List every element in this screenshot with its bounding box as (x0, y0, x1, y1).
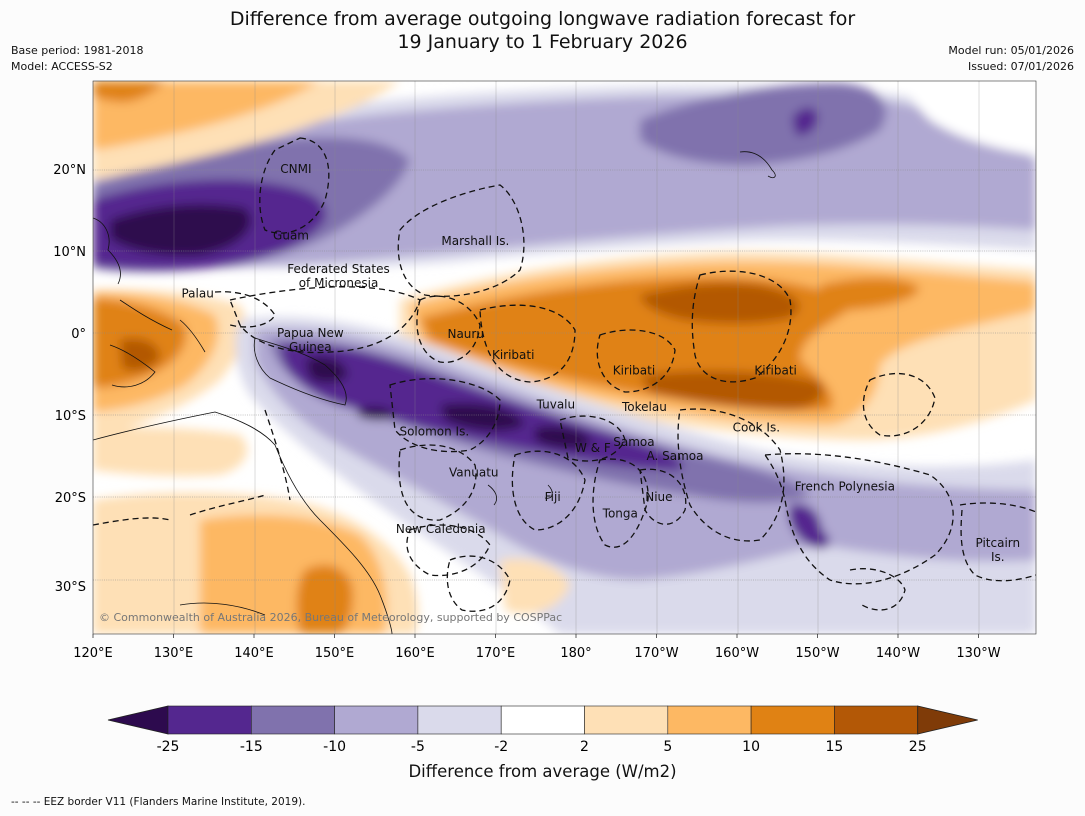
eez-borders (93, 137, 1036, 612)
region-label: CNMI (280, 162, 311, 176)
region-label: Guam (273, 228, 309, 242)
colorbar-tick-label: 10 (742, 739, 760, 755)
region-label: Papua New (277, 326, 344, 340)
region-label: Tonga (602, 506, 638, 520)
graticule (93, 169, 1036, 581)
lon-tick-label: 160°W (715, 646, 759, 661)
model-run: Model run: 05/01/2026 (948, 44, 1074, 57)
colorbar-swatch (750, 705, 835, 735)
base-period: Base period: 1981-2018 (11, 44, 144, 57)
region-label: Tokelau (621, 400, 667, 414)
region-label: Nauru (447, 327, 483, 341)
lon-tick-label: 150°W (795, 646, 839, 661)
region-label: Kiribati (492, 348, 534, 362)
region-label: Fiji (545, 490, 561, 504)
lon-tick-label: 150°E (315, 646, 355, 661)
colorbar-swatch (417, 705, 502, 735)
latitude-axis: 20°N 10°N 0° 10°S 20°S 30°S (53, 163, 86, 595)
region-label: Samoa (613, 435, 654, 449)
colorbar-tick-label: 2 (580, 739, 589, 755)
colorbar-tick-label: 25 (909, 739, 927, 755)
lon-tick-label: 160°E (395, 646, 435, 661)
region-label: Federated States (287, 262, 389, 276)
longitude-axis: 120°E 130°E 140°E 150°E 160°E 170°E 180° 170°W 1… (73, 634, 1001, 661)
colorbar-swatch (167, 705, 252, 735)
region-label: Palau (181, 287, 213, 301)
colorbar-swatch (334, 705, 419, 735)
region-label: Marshall Is. (441, 234, 509, 248)
colorbar-swatch (584, 705, 669, 735)
colorbar-under-arrow (107, 705, 169, 735)
region-label: Kiribati (613, 364, 655, 378)
region-label: of Micronesia (299, 276, 379, 290)
colorbar-over-arrow (917, 705, 978, 735)
issued-date: Issued: 07/01/2026 (967, 60, 1074, 73)
colorbar-tick-label: -10 (323, 739, 346, 755)
colorbar: -25 -15 -10 -5 -2 2 5 10 15 25 (107, 705, 978, 755)
model-name: Model: ACCESS-S2 (11, 60, 113, 73)
lon-tick-label: 180° (560, 646, 591, 661)
colorbar-swatch (834, 705, 919, 735)
region-label: Tuvalu (536, 397, 576, 411)
lon-tick-label: 170°W (634, 646, 678, 661)
lon-tick-label: 120°E (73, 646, 113, 661)
lat-tick-label: 20°N (53, 163, 86, 178)
lat-tick-label: 30°S (55, 580, 86, 595)
lat-tick-label: 0° (71, 327, 86, 342)
region-label: W & F (575, 441, 611, 455)
region-label: Kiribati (754, 364, 796, 378)
colorbar-tick-label: -2 (494, 739, 508, 755)
lon-tick-label: 130°E (154, 646, 194, 661)
coastlines (93, 151, 776, 634)
region-label: Niue (645, 490, 672, 504)
region-label: Solomon Is. (399, 424, 469, 438)
eez-note: -- -- -- EEZ border V11 (Flanders Marine… (11, 796, 306, 808)
lat-tick-label: 10°S (55, 409, 86, 424)
title-line-2: 19 January to 1 February 2026 (397, 31, 688, 53)
region-label: Pitcairn (976, 536, 1021, 550)
region-label: Vanuatu (449, 465, 499, 479)
anomaly-field (93, 81, 1036, 634)
colorbar-label: Difference from average (W/m2) (408, 762, 677, 781)
region-label: New Caledonia (396, 522, 486, 536)
title-line-1: Difference from average outgoing longwav… (229, 8, 856, 30)
lon-tick-label: 130°W (956, 646, 1000, 661)
lat-tick-label: 10°N (53, 245, 86, 260)
meridians (173, 81, 980, 634)
colorbar-swatch (251, 705, 335, 735)
region-label: French Polynesia (795, 479, 895, 493)
colorbar-swatch (667, 705, 752, 735)
region-label: Is. (991, 550, 1005, 564)
copyright-notice: © Commonwealth of Australia 2026, Bureau… (99, 611, 562, 624)
region-label: A. Samoa (647, 449, 704, 463)
lon-tick-label: 170°E (476, 646, 516, 661)
lon-tick-label: 140°E (234, 646, 274, 661)
lon-tick-label: 140°W (876, 646, 920, 661)
colorbar-tick-label: -25 (157, 739, 180, 755)
colorbar-tick-label: -15 (240, 739, 263, 755)
colorbar-tick-label: 5 (663, 739, 672, 755)
colorbar-tick-label: 15 (825, 739, 843, 755)
colorbar-tick-label: -5 (411, 739, 425, 755)
region-label: Guinea (289, 340, 332, 354)
region-label: Cook Is. (733, 420, 780, 434)
colorbar-swatch (500, 705, 585, 735)
lat-tick-label: 20°S (55, 491, 86, 506)
